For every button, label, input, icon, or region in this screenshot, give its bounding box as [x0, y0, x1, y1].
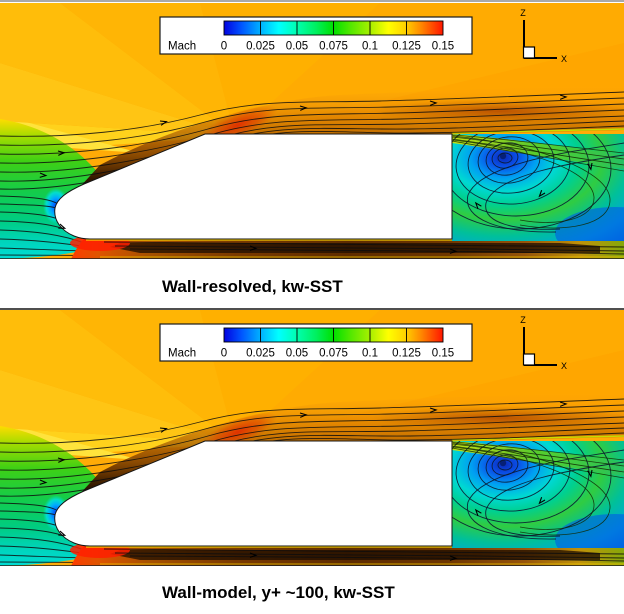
panel-wall-resolved: [0, 3, 624, 259]
window-top-border: [0, 0, 624, 2]
caption-wall-resolved: Wall-resolved, kw-SST: [162, 277, 343, 296]
panel-wall-model: [0, 310, 624, 566]
panel-wall-model-flowfield: [0, 310, 624, 566]
panel2-top-border: [0, 308, 624, 310]
panel-wall-resolved-flowfield: [0, 3, 624, 259]
caption-wall-model: Wall-model, y+ ~100, kw-SST: [162, 583, 395, 602]
